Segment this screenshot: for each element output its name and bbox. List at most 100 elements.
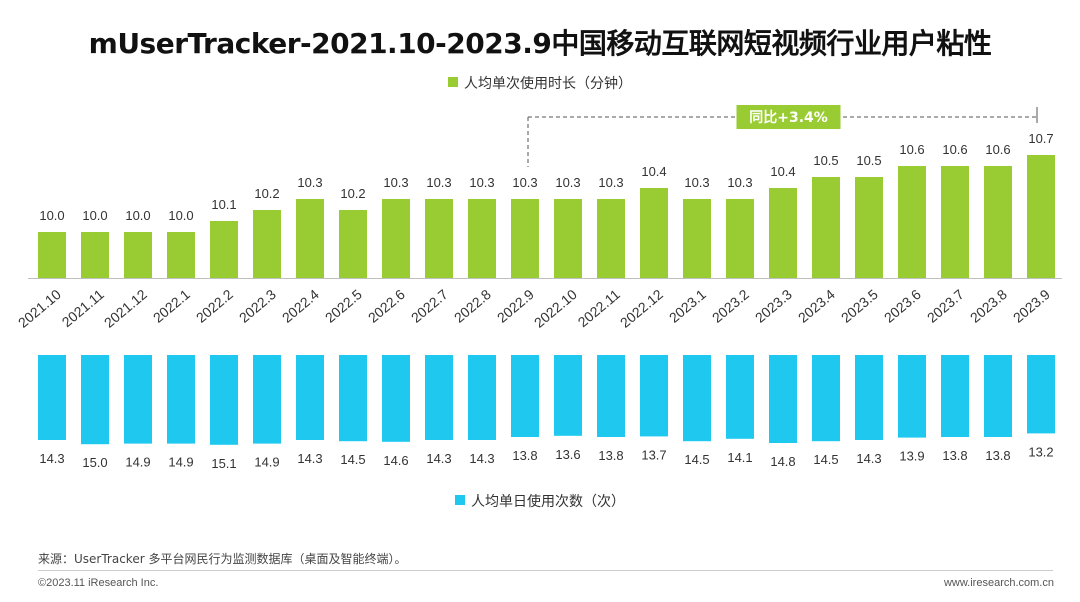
data-label-duration-2: 10.0 — [125, 208, 150, 223]
bar-frequency-12 — [554, 355, 582, 436]
data-label-frequency-15: 14.5 — [684, 452, 709, 467]
data-label-duration-15: 10.3 — [684, 175, 709, 190]
data-label-frequency-16: 14.1 — [727, 450, 752, 465]
bar-duration-21 — [941, 166, 969, 278]
data-label-duration-18: 10.5 — [813, 153, 838, 168]
source-note: 来源：UserTracker 多平台网民行为监测数据库（桌面及智能终端）。 — [38, 552, 407, 566]
data-label-duration-13: 10.3 — [598, 175, 623, 190]
tick-label-18: 2023.4 — [795, 286, 838, 326]
data-label-duration-3: 10.0 — [168, 208, 193, 223]
tick-label-17: 2023.3 — [752, 286, 795, 326]
bar-duration-7 — [339, 210, 367, 278]
data-label-duration-5: 10.2 — [254, 186, 279, 201]
data-label-duration-11: 10.3 — [512, 175, 537, 190]
bar-frequency-9 — [425, 355, 453, 440]
bar-frequency-18 — [812, 355, 840, 442]
data-label-frequency-10: 14.3 — [469, 451, 494, 466]
legend-top: 人均单次使用时长（分钟） — [0, 73, 1080, 93]
bar-frequency-0 — [38, 355, 66, 440]
legend-swatch-blue — [455, 495, 465, 505]
data-label-duration-8: 10.3 — [383, 175, 408, 190]
tick-label-21: 2023.7 — [924, 286, 967, 326]
tick-label-14: 2022.12 — [617, 286, 666, 331]
bar-frequency-10 — [468, 355, 496, 440]
data-label-duration-23: 10.7 — [1028, 131, 1053, 146]
data-label-frequency-7: 14.5 — [340, 452, 365, 467]
tick-label-7: 2022.5 — [322, 286, 365, 326]
bar-duration-2 — [124, 232, 152, 278]
bar-frequency-7 — [339, 355, 367, 442]
data-label-duration-4: 10.1 — [211, 197, 236, 212]
bar-frequency-4 — [210, 355, 238, 445]
tick-label-20: 2023.6 — [881, 286, 924, 326]
bar-duration-23 — [1027, 155, 1055, 278]
data-label-duration-7: 10.2 — [340, 186, 365, 201]
data-label-frequency-21: 13.8 — [942, 448, 967, 463]
bar-duration-0 — [38, 232, 66, 278]
data-label-frequency-8: 14.6 — [383, 453, 408, 468]
bar-duration-8 — [382, 199, 410, 278]
bar-duration-3 — [167, 232, 195, 278]
bar-frequency-1 — [81, 355, 109, 445]
data-label-frequency-22: 13.8 — [985, 448, 1010, 463]
bar-frequency-3 — [167, 355, 195, 444]
website-link: www.iresearch.com.cn — [943, 577, 1054, 589]
footer-divider — [38, 570, 1053, 571]
data-label-duration-0: 10.0 — [39, 208, 64, 223]
bar-duration-12 — [554, 199, 582, 278]
bar-duration-5 — [253, 210, 281, 278]
bar-frequency-15 — [683, 355, 711, 442]
tick-label-15: 2023.1 — [666, 286, 709, 326]
data-label-frequency-4: 15.1 — [211, 456, 236, 471]
bar-frequency-21 — [941, 355, 969, 437]
data-label-frequency-13: 13.8 — [598, 448, 623, 463]
bar-frequency-2 — [124, 355, 152, 444]
bar-frequency-14 — [640, 355, 668, 437]
data-label-frequency-18: 14.5 — [813, 452, 838, 467]
tick-label-16: 2023.2 — [709, 286, 752, 326]
bar-frequency-20 — [898, 355, 926, 438]
bar-duration-19 — [855, 177, 883, 278]
tick-label-11: 2022.9 — [494, 286, 537, 326]
bar-duration-20 — [898, 166, 926, 278]
data-label-frequency-2: 14.9 — [125, 455, 150, 470]
bar-frequency-23 — [1027, 355, 1055, 434]
legend-bottom-label: 人均单日使用次数（次） — [471, 494, 625, 510]
bar-duration-10 — [468, 199, 496, 278]
data-label-frequency-3: 14.9 — [168, 455, 193, 470]
copyright: ©2023.11 iResearch Inc. — [38, 577, 159, 589]
yoy-badge-text: 同比+3.4% — [749, 109, 828, 126]
yoy-badge — [736, 105, 841, 129]
bar-duration-13 — [597, 199, 625, 278]
bar-duration-16 — [726, 199, 754, 278]
bar-frequency-22 — [984, 355, 1012, 437]
data-label-frequency-17: 14.8 — [770, 454, 795, 469]
tick-label-2: 2021.12 — [101, 286, 150, 331]
data-label-duration-16: 10.3 — [727, 175, 752, 190]
tick-label-10: 2022.8 — [451, 286, 494, 326]
tick-label-9: 2022.7 — [408, 286, 451, 326]
data-label-duration-21: 10.6 — [942, 142, 967, 157]
data-label-frequency-1: 15.0 — [82, 455, 107, 470]
bar-frequency-6 — [296, 355, 324, 440]
bar-frequency-11 — [511, 355, 539, 437]
bar-frequency-13 — [597, 355, 625, 437]
data-label-duration-14: 10.4 — [641, 164, 666, 179]
data-label-frequency-19: 14.3 — [856, 451, 881, 466]
bar-frequency-8 — [382, 355, 410, 442]
data-label-frequency-6: 14.3 — [297, 451, 322, 466]
tick-label-12: 2022.10 — [531, 286, 580, 331]
data-label-duration-10: 10.3 — [469, 175, 494, 190]
tick-label-19: 2023.5 — [838, 286, 881, 326]
data-label-frequency-11: 13.8 — [512, 448, 537, 463]
tick-label-5: 2022.3 — [236, 286, 279, 326]
data-label-duration-9: 10.3 — [426, 175, 451, 190]
data-label-duration-12: 10.3 — [555, 175, 580, 190]
bar-duration-22 — [984, 166, 1012, 278]
bar-duration-15 — [683, 199, 711, 278]
data-label-duration-20: 10.6 — [899, 142, 924, 157]
bar-frequency-5 — [253, 355, 281, 444]
bar-duration-17 — [769, 188, 797, 278]
chart-title: mUserTracker-2021.10-2023.9中国移动互联网短视频行业用… — [88, 27, 992, 60]
tick-label-4: 2022.2 — [193, 286, 236, 326]
